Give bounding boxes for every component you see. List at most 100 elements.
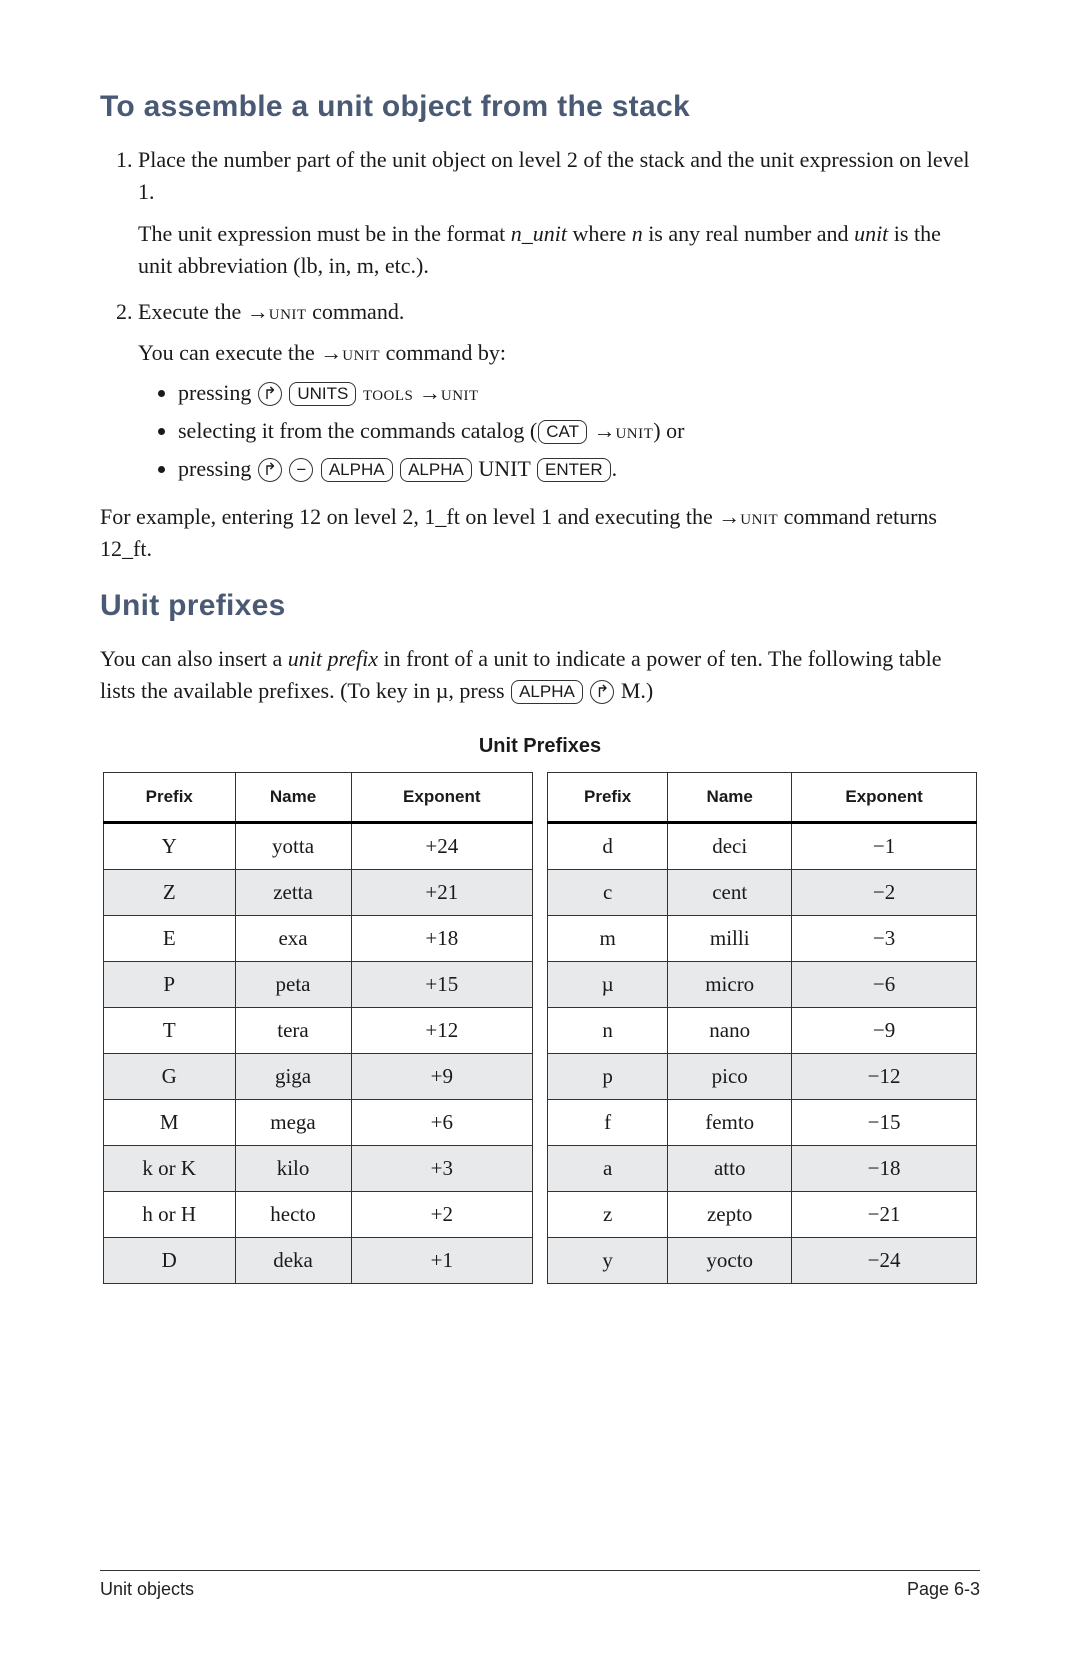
prefix-para: You can also insert a unit prefix in fro… xyxy=(100,643,980,707)
table-title: Unit Prefixes xyxy=(100,735,980,758)
text: Execute the → xyxy=(138,299,269,324)
cell-exponent: −2 xyxy=(792,869,977,915)
text: command. xyxy=(307,299,405,324)
col-exponent: Exponent xyxy=(792,772,977,822)
cell-exponent: +15 xyxy=(351,961,532,1007)
cell-name: peta xyxy=(235,961,351,1007)
text: selecting it from the commands catalog ( xyxy=(178,418,537,443)
text: You can execute the → xyxy=(138,340,342,365)
cell-prefix: d xyxy=(548,822,668,869)
cell-exponent: +9 xyxy=(351,1053,532,1099)
bullet-3: pressing ↱ − ALPHA ALPHA UNIT ENTER. xyxy=(178,453,980,485)
cell-exponent: −12 xyxy=(792,1053,977,1099)
text: ) or xyxy=(653,418,684,443)
enter-key: ENTER xyxy=(537,458,611,482)
cell-prefix: m xyxy=(548,915,668,961)
table-row: ffemto−15 xyxy=(548,1099,977,1145)
cell-exponent: −3 xyxy=(792,915,977,961)
cell-name: femto xyxy=(668,1099,792,1145)
cell-name: deci xyxy=(668,822,792,869)
table-row: k or Kkilo+3 xyxy=(104,1145,533,1191)
text: For example, entering 12 on level 2, 1_f… xyxy=(100,504,740,529)
cell-name: hecto xyxy=(235,1191,351,1237)
cell-exponent: +18 xyxy=(351,915,532,961)
cell-exponent: +6 xyxy=(351,1099,532,1145)
cell-name: yocto xyxy=(668,1237,792,1283)
table-row: Zzetta+21 xyxy=(104,869,533,915)
table-row: Mmega+6 xyxy=(104,1099,533,1145)
text: → xyxy=(413,380,441,405)
table-row: ppico−12 xyxy=(548,1053,977,1099)
cell-prefix: Y xyxy=(104,822,236,869)
unit-sc: unit xyxy=(740,504,778,529)
tools-sc: tools xyxy=(363,380,414,405)
col-prefix: Prefix xyxy=(104,772,236,822)
unit-sc: unit xyxy=(615,418,653,443)
cell-exponent: +12 xyxy=(351,1007,532,1053)
bullet-2: selecting it from the commands catalog (… xyxy=(178,415,980,447)
table-row: Ddeka+1 xyxy=(104,1237,533,1283)
page-footer: Unit objects Page 6-3 xyxy=(100,1570,980,1600)
table-row: mmilli−3 xyxy=(548,915,977,961)
bullet-1: pressing ↱ UNITS tools →unit xyxy=(178,377,980,409)
cell-prefix: p xyxy=(548,1053,668,1099)
text: . xyxy=(612,456,618,481)
cell-name: milli xyxy=(668,915,792,961)
cell-name: yotta xyxy=(235,822,351,869)
table-row: zzepto−21 xyxy=(548,1191,977,1237)
format-ital: n_unit xyxy=(511,221,567,246)
cell-name: atto xyxy=(668,1145,792,1191)
cell-prefix: n xyxy=(548,1007,668,1053)
table-row: ccent−2 xyxy=(548,869,977,915)
col-name: Name xyxy=(235,772,351,822)
table-row: ddeci−1 xyxy=(548,822,977,869)
unit-sc: unit xyxy=(441,380,479,405)
table-row: µmicro−6 xyxy=(548,961,977,1007)
cell-prefix: a xyxy=(548,1145,668,1191)
alpha-key: ALPHA xyxy=(321,458,393,482)
example-para: For example, entering 12 on level 2, 1_f… xyxy=(100,501,980,565)
cell-prefix: G xyxy=(104,1053,236,1099)
cell-name: micro xyxy=(668,961,792,1007)
page: To assemble a unit object from the stack… xyxy=(0,0,1080,1656)
shift-right-key: ↱ xyxy=(258,382,282,406)
cell-exponent: −9 xyxy=(792,1007,977,1053)
table-row: h or Hhecto+2 xyxy=(104,1191,533,1237)
heading-assemble: To assemble a unit object from the stack xyxy=(100,90,980,124)
minus-key: − xyxy=(289,458,313,482)
cell-exponent: −24 xyxy=(792,1237,977,1283)
cell-prefix: z xyxy=(548,1191,668,1237)
cell-exponent: −18 xyxy=(792,1145,977,1191)
unit-sc: unit xyxy=(342,340,380,365)
step-1-text: Place the number part of the unit object… xyxy=(138,147,969,204)
cell-prefix: k or K xyxy=(104,1145,236,1191)
table-row: aatto−18 xyxy=(548,1145,977,1191)
cell-prefix: Z xyxy=(104,869,236,915)
table-row: yyocto−24 xyxy=(548,1237,977,1283)
heading-prefixes: Unit prefixes xyxy=(100,589,980,623)
cell-prefix: h or H xyxy=(104,1191,236,1237)
text: The unit expression must be in the forma… xyxy=(138,221,511,246)
unit-ital: unit xyxy=(854,221,888,246)
prefix-table-left: Prefix Name Exponent Yyotta+24Zzetta+21E… xyxy=(103,772,533,1284)
cell-prefix: f xyxy=(548,1099,668,1145)
cell-exponent: −15 xyxy=(792,1099,977,1145)
col-name: Name xyxy=(668,772,792,822)
cell-name: tera xyxy=(235,1007,351,1053)
step-1-sub: The unit expression must be in the forma… xyxy=(138,218,980,282)
alpha-key: ALPHA xyxy=(400,458,472,482)
cell-prefix: c xyxy=(548,869,668,915)
cell-exponent: +2 xyxy=(351,1191,532,1237)
cell-name: cent xyxy=(668,869,792,915)
cell-prefix: y xyxy=(548,1237,668,1283)
table-row: Ppeta+15 xyxy=(104,961,533,1007)
cell-name: deka xyxy=(235,1237,351,1283)
table-row: Ttera+12 xyxy=(104,1007,533,1053)
step-2: Execute the → unit command. You can execu… xyxy=(138,296,980,485)
step-1: Place the number part of the unit object… xyxy=(138,144,980,282)
col-exponent: Exponent xyxy=(351,772,532,822)
table-row: nnano−9 xyxy=(548,1007,977,1053)
text: M.) xyxy=(615,678,653,703)
alpha-key: ALPHA xyxy=(511,680,583,704)
n-ital: n xyxy=(632,221,643,246)
